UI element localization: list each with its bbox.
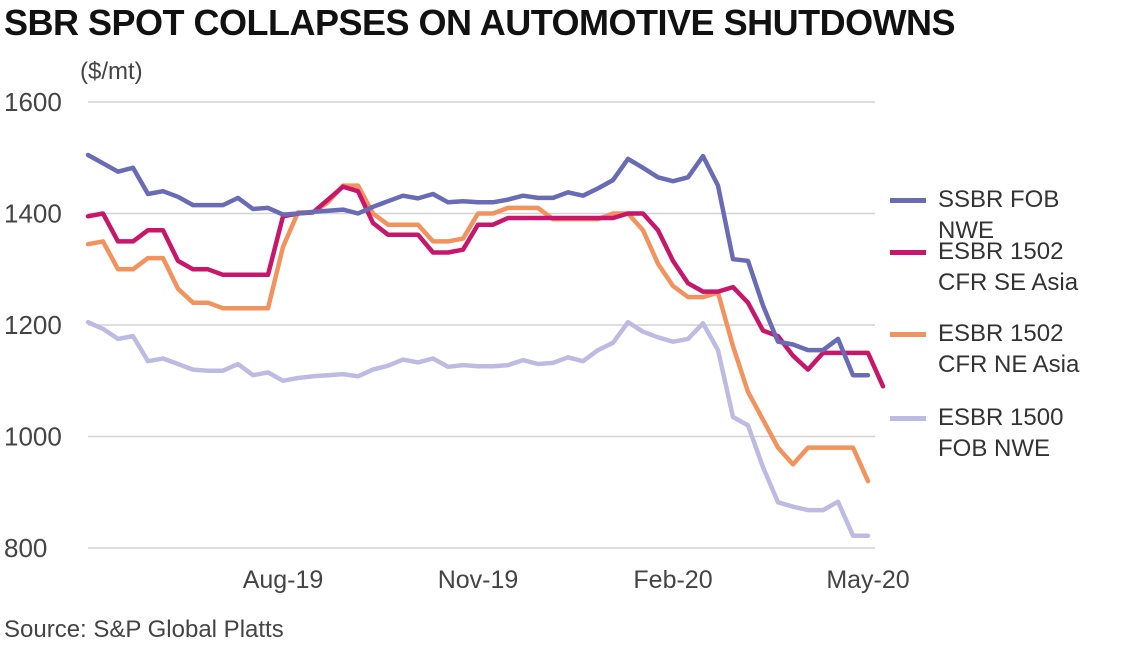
y-tick-label: 1400 xyxy=(4,199,62,229)
x-tick-label: May-20 xyxy=(826,566,909,594)
legend-item: SSBR FOB NWE xyxy=(890,184,1122,246)
series-lines xyxy=(85,152,886,538)
x-tick-label: Feb-20 xyxy=(633,566,712,594)
legend-label: ESBR 1502 CFR SE Asia xyxy=(938,238,1079,296)
source-note: Source: S&P Global Platts xyxy=(4,616,284,643)
legend-swatch xyxy=(890,250,926,255)
y-tick-label: 1200 xyxy=(4,310,62,340)
series-line-esbr-1502-cfr-ne-asia xyxy=(85,183,871,484)
legend-label: SSBR FOB NWE xyxy=(938,186,1060,244)
chart-title: SBR SPOT COLLAPSES ON AUTOMOTIVE SHUTDOW… xyxy=(4,2,956,43)
y-tick-label: 800 xyxy=(4,533,47,563)
legend-item: ESBR 1502 CFR NE Asia xyxy=(890,318,1079,380)
y-tick-labels: 1600 1400 1200 1000 800 xyxy=(4,87,62,563)
x-tick-label: Aug-19 xyxy=(243,566,324,594)
legend-label: ESBR 1502 CFR NE Asia xyxy=(938,320,1080,378)
legend-label: ESBR 1500 FOB NWE xyxy=(938,404,1064,462)
y-tick-label: 1600 xyxy=(4,87,62,117)
legend-swatch xyxy=(890,198,926,203)
x-tick-label: Nov-19 xyxy=(438,566,519,594)
series-line-esbr-1502-cfr-se-asia xyxy=(85,184,886,389)
legend-swatch xyxy=(890,416,926,421)
y-axis-unit-label: ($/mt) xyxy=(80,58,143,85)
legend-swatch xyxy=(890,332,926,337)
x-tick-labels: Aug-19 Nov-19 Feb-20 May-20 xyxy=(243,566,910,594)
grid-lines xyxy=(88,101,875,549)
series-line-esbr-1500-fob-nwe xyxy=(85,319,871,538)
legend-item: ESBR 1502 CFR SE Asia xyxy=(890,236,1078,298)
y-tick-label: 1000 xyxy=(4,422,62,452)
series-line-ssbr-fob-nwe xyxy=(85,152,871,378)
legend-item: ESBR 1500 FOB NWE xyxy=(890,402,1063,464)
